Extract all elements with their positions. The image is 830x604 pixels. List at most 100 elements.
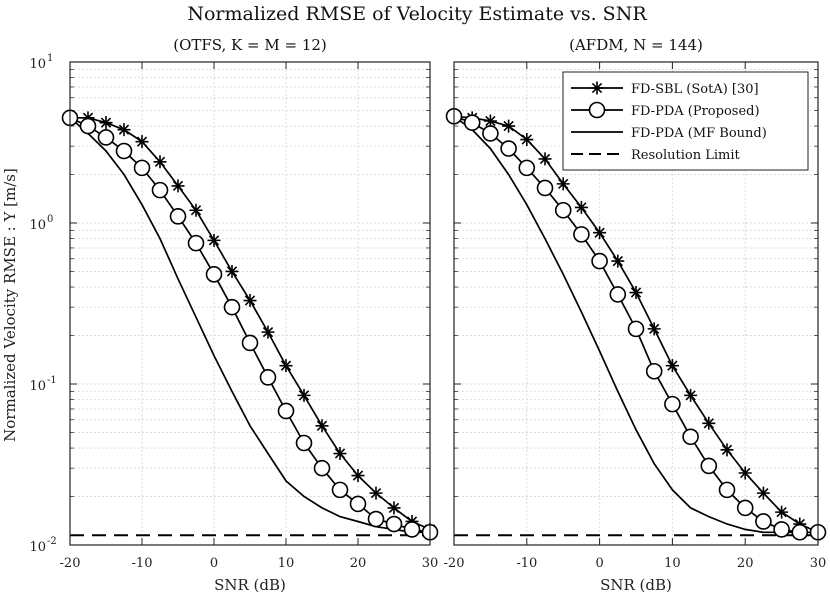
x-tick-label: -20 [444,556,465,571]
x-tick-label: 0 [210,556,218,571]
data-point-asterisk [225,264,239,278]
data-point-circle [755,513,772,530]
data-point-asterisk [351,469,365,483]
legend-marker-asterisk [590,81,604,95]
data-point-circle [97,129,115,146]
data-point-circle [187,234,205,252]
data-point-circle [682,428,699,446]
figure-title: Normalized RMSE of Velocity Estimate vs.… [187,3,647,25]
data-point-asterisk [243,294,257,308]
x-tick-label: -10 [132,556,153,571]
y-tick-label: 10 [29,218,46,233]
y-tick-exponent: 0 [47,214,53,225]
data-point-circle [791,523,809,541]
data-point-asterisk [189,203,203,217]
x-tick-label: -20 [60,556,81,571]
data-point-circle [277,402,295,420]
x-tick-label: 20 [350,556,367,571]
x-axis-label: SNR (dB) [600,576,672,594]
panel-subtitle: (OTFS, K = M = 12) [173,36,327,54]
x-tick-label: 10 [278,556,295,571]
data-point-circle [554,201,572,219]
legend-label: FD-SBL (SotA) [30] [631,82,759,97]
data-point-circle [295,434,313,452]
data-point-circle [573,226,590,243]
data-point-circle [205,266,223,283]
panel-afdm: -20 -10 0 10 20 30 (AFDM, N = 144) SNR (dB) FD-S… [444,36,827,594]
data-point-asterisk [153,155,167,169]
data-point-circle [349,495,367,513]
legend-label: FD-PDA (MF Bound) [631,126,767,141]
data-point-circle [700,457,718,475]
data-point-asterisk [520,133,534,147]
data-point-circle [645,362,663,380]
x-tick-label: 10 [664,556,681,571]
x-tick-label: 0 [595,556,603,571]
legend-label: FD-PDA (Proposed) [631,104,760,119]
data-point-circle [169,208,187,225]
data-point-circle [403,521,421,538]
data-point-asterisk [574,200,588,214]
data-point-asterisk [135,135,149,149]
data-point-circle [736,499,754,517]
data-point-asterisk [279,359,293,373]
data-point-circle [223,298,241,316]
shared-y-axis-label: Normalized Velocity RMSE : Υ [m/s] [1,168,19,442]
data-point-asterisk [738,466,752,480]
data-point-circle [463,114,481,131]
data-point-asterisk [611,254,625,268]
data-point-circle [331,481,349,499]
data-point-circle [518,159,536,177]
data-point-asterisk [665,359,679,373]
y-tick-label: 10 [29,540,46,555]
data-point-circle [259,369,277,386]
x-tick-label: -10 [516,556,537,571]
y-tick-exponent: 1 [47,53,53,64]
legend-marker-circle [588,101,606,119]
data-point-circle [133,159,151,177]
y-tick-label: 10 [29,57,46,72]
data-point-asterisk [99,116,113,130]
data-point-circle [482,125,499,142]
data-point-asterisk [502,119,516,133]
data-point-circle [313,459,331,477]
data-point-asterisk [629,286,643,300]
y-tick-exponent: -1 [47,375,57,386]
data-point-circle [367,510,385,528]
data-point-asterisk [756,486,770,500]
y-tick-exponent: -2 [47,536,57,547]
data-point-asterisk [261,325,275,339]
x-tick-label: 30 [810,556,827,571]
data-point-circle [718,481,736,499]
data-point-circle [536,179,554,197]
series-line-3 [70,117,430,534]
data-point-asterisk [369,486,383,500]
data-point-circle [591,252,608,270]
series-line-3 [454,115,818,534]
data-point-circle [385,515,403,533]
x-tick-label: 30 [422,556,439,571]
data-point-circle [664,395,681,413]
y-tick-label: 10 [29,379,46,394]
data-point-asterisk [387,501,401,515]
legend-label: Resolution Limit [631,148,740,163]
data-point-asterisk [315,419,329,433]
data-point-asterisk [720,443,734,457]
data-point-asterisk [117,123,131,137]
axes-frame [69,61,431,546]
data-point-circle [609,286,627,303]
data-point-asterisk [647,322,661,336]
data-point-circle [115,142,133,160]
data-point-asterisk [333,447,347,461]
data-point-asterisk [207,233,221,247]
data-point-asterisk [702,416,716,430]
axes-frame [453,61,819,546]
data-point-asterisk [171,179,185,193]
data-point-asterisk [775,505,789,519]
data-point-asterisk [593,226,607,240]
data-point-asterisk [483,114,497,128]
data-point-circle [500,140,517,157]
data-point-circle [241,334,259,352]
